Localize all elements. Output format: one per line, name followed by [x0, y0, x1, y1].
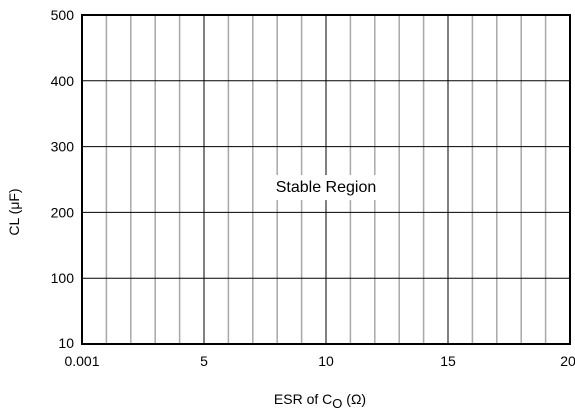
- plot-area-frame: [81, 14, 571, 345]
- x-tick-label: 15: [440, 353, 456, 369]
- x-axis-label-subscript: O: [332, 396, 342, 411]
- y-tick-label: 300: [51, 139, 75, 155]
- y-axis-label: CL (μF): [6, 188, 22, 235]
- y-tick-label: 200: [51, 204, 75, 220]
- x-axis-label: ESR of CO (Ω): [274, 391, 366, 411]
- x-axis-tick-labels: 0.001 5 10 15 20: [64, 353, 575, 369]
- x-axis-label-main: ESR of C: [274, 391, 332, 407]
- annotations: Stable Region: [269, 175, 383, 201]
- x-axis-label-unit: (Ω): [342, 391, 366, 407]
- y-tick-label: 400: [51, 73, 75, 89]
- annotation-background: [269, 175, 383, 201]
- minor-grid: [105, 15, 547, 344]
- x-tick-label: 0.001: [64, 353, 99, 369]
- y-axis-tick-labels: 10 100 200 300 400 500: [51, 7, 75, 351]
- y-tick-label: 100: [51, 270, 75, 286]
- stable-region-label: Stable Region: [276, 179, 377, 196]
- x-tick-label: 20: [560, 353, 575, 369]
- y-tick-label: 10: [58, 335, 74, 351]
- y-tick-label: 500: [51, 7, 75, 23]
- x-tick-label: 10: [318, 353, 334, 369]
- x-tick-label: 5: [200, 353, 208, 369]
